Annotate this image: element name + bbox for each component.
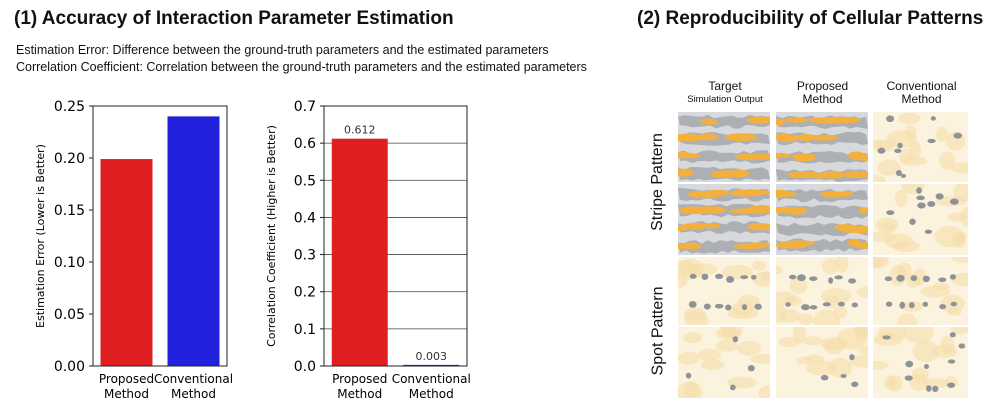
pattern-image xyxy=(776,257,868,325)
category-label: Method xyxy=(409,387,454,401)
category-label: Conventional xyxy=(392,372,471,386)
y-tick-label: 0.25 xyxy=(54,99,85,115)
category-label: Method xyxy=(337,387,382,401)
pattern-image xyxy=(873,112,968,182)
data-label: 0.612 xyxy=(344,124,376,137)
category-label: Method xyxy=(171,387,216,401)
pattern-image-grid xyxy=(678,112,970,398)
pattern-image xyxy=(678,327,770,398)
estimation-error-chart: ProposedMethodConventionalMethod0.000.05… xyxy=(34,99,233,401)
y-tick-label: 0.7 xyxy=(294,99,316,115)
pattern-image xyxy=(776,112,868,182)
y-tick-label: 0.10 xyxy=(54,255,85,271)
row-label-spot-container: Spot Pattern xyxy=(644,258,672,403)
category-label: Method xyxy=(104,387,149,401)
plot-frame xyxy=(92,105,228,367)
y-tick-label: 0.05 xyxy=(54,307,85,323)
y-tick-label: 0.5 xyxy=(294,173,316,189)
y-tick-label: 0.00 xyxy=(54,359,85,375)
pattern-image xyxy=(776,327,868,398)
y-axis-label: Estimation Error (Lower is Better) xyxy=(34,144,47,328)
section1-title: (1) Accuracy of Interaction Parameter Es… xyxy=(14,8,454,29)
y-tick-label: 0.0 xyxy=(294,359,316,375)
y-tick-label: 0.20 xyxy=(54,151,85,167)
row-label-spot: Spot Pattern xyxy=(649,286,667,375)
pattern-image xyxy=(678,112,770,182)
category-label: Proposed xyxy=(99,372,154,386)
correlation-coefficient-chart: 0.612ProposedMethod0.003ConventionalMeth… xyxy=(265,99,471,401)
column-header-proposed: Proposed Method xyxy=(796,79,849,106)
y-tick-label: 0.1 xyxy=(294,322,316,338)
y-tick-label: 0.4 xyxy=(294,210,316,226)
data-label: 0.003 xyxy=(416,350,448,363)
y-tick-label: 0.6 xyxy=(294,136,316,152)
row-label-stripe: Stripe Pattern xyxy=(649,133,667,231)
pattern-image xyxy=(873,327,968,398)
y-tick-label: 0.3 xyxy=(294,248,316,264)
bar-proposed xyxy=(331,138,388,366)
pattern-image xyxy=(873,184,968,255)
y-axis-label: Correlation Coefficient (Higher is Bette… xyxy=(265,125,278,347)
y-tick-label: 0.2 xyxy=(294,285,316,301)
bar-conventional xyxy=(403,364,460,366)
section2-title: (2) Reproducibility of Cellular Patterns xyxy=(637,8,984,29)
bar-conventional xyxy=(167,116,220,367)
category-label: Proposed xyxy=(332,372,387,386)
row-label-stripe-container: Stripe Pattern xyxy=(644,112,672,252)
description-line-2: Correlation Coefficient: Correlation bet… xyxy=(16,60,587,74)
column-header-target: Target Simulation Output xyxy=(687,79,763,106)
pattern-image xyxy=(873,257,968,325)
bar-proposed xyxy=(100,159,153,366)
y-tick-label: 0.15 xyxy=(54,203,85,219)
pattern-image xyxy=(776,184,868,255)
category-label: Conventional xyxy=(154,372,233,386)
pattern-image xyxy=(678,257,770,325)
column-header-conventional: Conventional Method xyxy=(886,79,957,106)
plot-frame xyxy=(323,105,468,367)
pattern-image xyxy=(678,184,770,255)
description-line-1: Estimation Error: Difference between the… xyxy=(16,43,549,57)
